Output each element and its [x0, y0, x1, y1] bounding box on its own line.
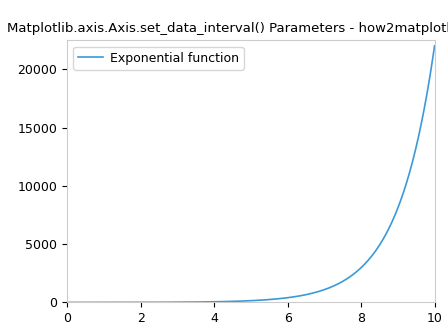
- Exponential function: [366, 258, 371, 262]
- Exponential function: [65, 300, 70, 304]
- Exponential function: [283, 296, 289, 300]
- Exponential function: [241, 299, 246, 303]
- Exponential function: [423, 99, 428, 103]
- Title: Matplotlib.axis.Axis.set_data_interval() Parameters - how2matplotlib.com: Matplotlib.axis.Axis.set_data_interval()…: [7, 22, 448, 35]
- Exponential function: [239, 299, 244, 303]
- Exponential function: [432, 44, 437, 48]
- Exponential function: [263, 298, 269, 302]
- Legend: Exponential function: Exponential function: [73, 47, 244, 70]
- Line: Exponential function: Exponential function: [67, 46, 435, 302]
